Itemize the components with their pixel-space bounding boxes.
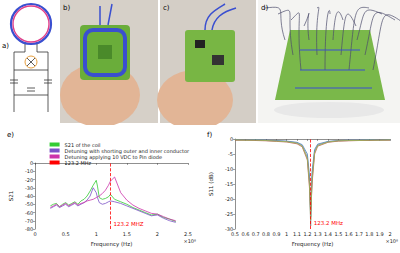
svg-text:123.2 MHz: 123.2 MHz: [314, 220, 343, 226]
svg-text:1.3: 1.3: [314, 231, 322, 237]
svg-text:123.2 MHZ: 123.2 MHZ: [113, 221, 143, 227]
svg-text:-30: -30: [224, 226, 234, 232]
svg-text:2: 2: [156, 231, 159, 237]
svg-text:e): e): [7, 131, 14, 139]
svg-text:123.2 MHz: 123.2 MHz: [65, 160, 92, 166]
svg-text:-70: -70: [25, 218, 33, 224]
svg-text:0.5: 0.5: [231, 231, 239, 237]
svg-text:-5: -5: [228, 151, 233, 157]
svg-text:0.8: 0.8: [262, 231, 270, 237]
svg-text:×10⁸: ×10⁸: [183, 238, 196, 244]
svg-text:f): f): [207, 131, 212, 139]
svg-text:1.5: 1.5: [334, 231, 342, 237]
svg-text:-50: -50: [25, 201, 33, 207]
svg-text:1.9: 1.9: [376, 231, 384, 237]
svg-text:S21: S21: [8, 191, 14, 202]
svg-text:Detuning with shorting outer a: Detuning with shorting outer and inner c…: [64, 147, 189, 154]
svg-text:×10⁸: ×10⁸: [385, 238, 398, 244]
svg-text:S11 (dB): S11 (dB): [208, 172, 214, 196]
svg-text:-20: -20: [225, 196, 233, 202]
svg-text:S21 of the coil: S21 of the coil: [64, 141, 101, 148]
svg-text:-40: -40: [25, 193, 33, 199]
svg-text:1: 1: [95, 231, 98, 237]
svg-text:-20: -20: [25, 177, 33, 183]
svg-text:b): b): [63, 4, 70, 12]
svg-text:0.7: 0.7: [252, 231, 260, 237]
svg-text:0.6: 0.6: [241, 231, 249, 237]
svg-text:1.4: 1.4: [324, 231, 332, 237]
svg-text:1.7: 1.7: [355, 231, 363, 237]
svg-text:1.5: 1.5: [123, 231, 131, 237]
svg-text:1.1: 1.1: [293, 231, 301, 237]
svg-text:Frequency (Hz): Frequency (Hz): [91, 241, 132, 248]
svg-text:-15: -15: [225, 181, 233, 187]
svg-text:-25: -25: [225, 211, 233, 217]
svg-text:1.8: 1.8: [365, 231, 373, 237]
svg-text:2: 2: [388, 231, 391, 237]
svg-text:-10: -10: [25, 168, 33, 174]
svg-text:-30: -30: [25, 185, 33, 191]
svg-text:0: 0: [30, 160, 33, 166]
svg-text:d): d): [261, 4, 268, 12]
svg-text:c): c): [163, 4, 170, 12]
svg-text:0: 0: [33, 231, 36, 237]
svg-text:a): a): [2, 42, 9, 50]
svg-text:1: 1: [285, 231, 288, 237]
svg-text:-10: -10: [225, 166, 233, 172]
svg-text:Detuning applying 10 VDC to Pi: Detuning applying 10 VDC to Pin diode: [64, 153, 163, 160]
svg-text:-60: -60: [25, 210, 33, 216]
svg-text:2.5: 2.5: [184, 231, 192, 237]
svg-text:0: 0: [230, 136, 233, 142]
svg-text:Frequency (Hz): Frequency (Hz): [292, 241, 333, 248]
svg-text:1.2: 1.2: [303, 231, 311, 237]
svg-text:0.5: 0.5: [62, 231, 70, 237]
svg-text:0.9: 0.9: [272, 231, 280, 237]
svg-text:1.6: 1.6: [345, 231, 353, 237]
svg-text:-80: -80: [25, 226, 33, 232]
